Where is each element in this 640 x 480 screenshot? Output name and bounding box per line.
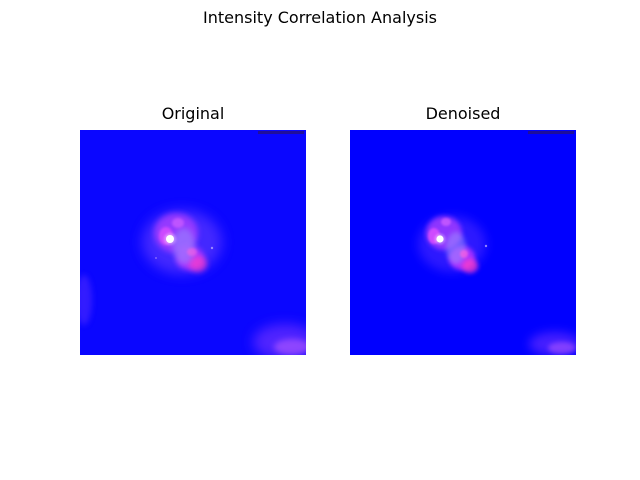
panel-title-denoised: Denoised — [425, 104, 501, 123]
edge-artifact — [528, 131, 574, 134]
cell-cluster — [418, 216, 488, 273]
panel-title-original: Original — [161, 104, 225, 123]
original-image-canvas — [80, 130, 306, 355]
cell-cluster — [142, 210, 222, 274]
image-denoised — [350, 130, 576, 355]
image-original — [80, 130, 306, 355]
edge-artifact — [258, 131, 304, 134]
denoised-image-canvas — [350, 130, 576, 355]
figure-title: Intensity Correlation Analysis — [203, 8, 437, 27]
